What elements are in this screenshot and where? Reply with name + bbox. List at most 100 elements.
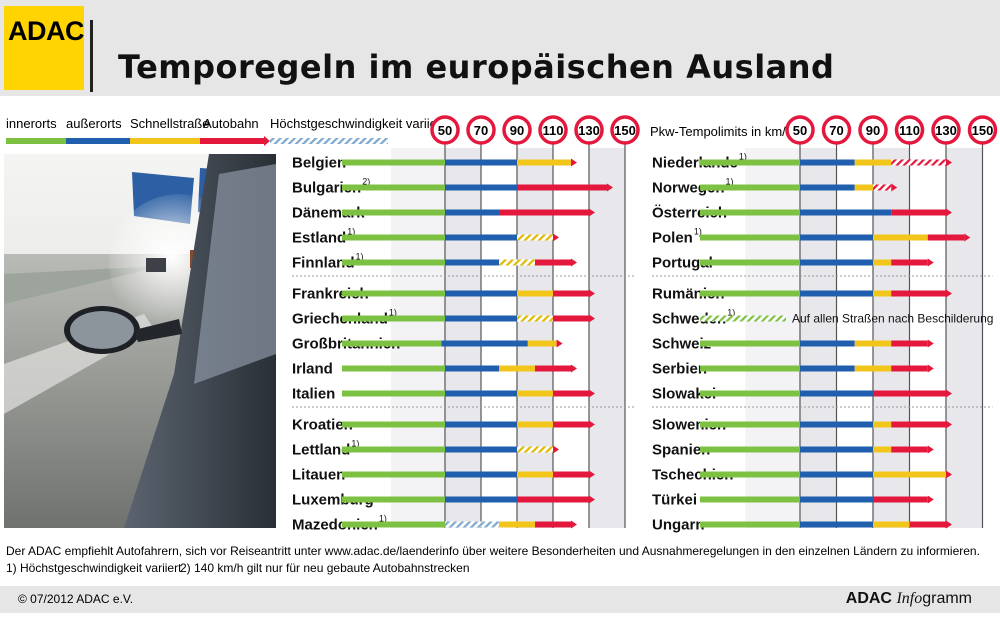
bar-arrow — [607, 183, 613, 192]
bar-arrow — [927, 445, 934, 454]
bar-segment — [445, 184, 517, 191]
bar-segment — [445, 315, 517, 322]
bar-segment — [342, 340, 442, 347]
speed-sign-50 — [430, 115, 460, 145]
bar-segment — [700, 259, 800, 266]
bar-segment — [700, 234, 800, 241]
bar-segment — [342, 209, 445, 216]
bar-segment — [700, 446, 800, 453]
bar-segment — [800, 259, 873, 266]
country-footnote-marker: 1) — [347, 227, 355, 237]
bar-segment — [854, 159, 892, 166]
bar-segment — [445, 290, 517, 297]
bar-arrow — [946, 208, 952, 217]
bar-segment — [342, 446, 445, 453]
bar-segment — [445, 234, 517, 241]
legend-arrow — [264, 136, 270, 146]
bar-segment — [499, 365, 535, 372]
bar-arrow — [927, 339, 934, 348]
bar-segment — [800, 340, 855, 347]
adac-logo: ADAC — [4, 6, 85, 90]
bar-segment — [891, 421, 946, 428]
bar-segment — [891, 209, 946, 216]
country-label: Dänemark — [292, 205, 365, 222]
bar-segment — [854, 340, 892, 347]
bar-arrow — [589, 314, 595, 323]
country-label: Österreich — [652, 205, 727, 222]
country-label: Italien — [292, 386, 335, 403]
bar-segment — [800, 234, 873, 241]
speed-sign-150 — [967, 115, 998, 145]
legend-autobahn: Autobahn — [203, 116, 259, 131]
country-label: Portugal — [652, 255, 713, 272]
bar-segment — [342, 365, 445, 372]
bar-segment — [700, 471, 800, 478]
country-label: Irland — [292, 361, 333, 378]
bar-segment — [553, 315, 589, 322]
bar-segment — [891, 340, 928, 347]
bar-segment — [700, 340, 800, 347]
car-photo — [4, 154, 276, 528]
bar-segment — [553, 421, 589, 428]
country-label: Serbien — [652, 361, 707, 378]
bar-segment — [517, 496, 589, 503]
country-footnote-marker: 1) — [694, 227, 702, 237]
bar-arrow — [571, 364, 577, 373]
speed-limit-chart: 50 70 90 110 130 150 Belgien Bulgarien 2) Dänemar… — [6, 115, 998, 534]
bar-segment — [873, 421, 892, 428]
footer-band — [0, 586, 1000, 613]
bar-segment — [700, 365, 800, 372]
bar-segment — [800, 471, 873, 478]
bar-segment — [517, 446, 553, 453]
country-label: Niederlande — [652, 155, 738, 172]
bar-segment — [445, 496, 517, 503]
bar-segment — [342, 521, 445, 528]
bar-arrow — [589, 420, 595, 429]
country-label: Luxemburg — [292, 492, 374, 509]
bar-segment — [342, 234, 445, 241]
brand-gramm: gramm — [922, 590, 972, 607]
legend-swatch-1 — [66, 138, 130, 144]
bar-segment — [873, 496, 928, 503]
bar-segment — [342, 421, 445, 428]
bar-segment — [800, 521, 873, 528]
country-footnote-marker: 1) — [726, 177, 734, 187]
bar-segment — [700, 421, 800, 428]
country-label: Kroatien — [292, 417, 353, 434]
bar-segment — [499, 259, 535, 266]
bar-arrow — [927, 495, 934, 504]
bar-segment — [800, 365, 855, 372]
bar-segment — [342, 315, 445, 322]
chart-panel-0: 50 70 90 110 130 150 Belgien Bulgarien 2) Dänemar… — [292, 115, 640, 534]
bar-segment — [535, 259, 571, 266]
legend-innerorts: innerorts — [6, 116, 57, 131]
country-label: Bulgarien — [292, 180, 361, 197]
bar-segment — [800, 184, 855, 191]
bar-segment — [891, 259, 928, 266]
legend-variiert: Höchstgeschwindigkeit variiert — [270, 116, 445, 131]
bar-arrow — [589, 389, 595, 398]
bar-arrow — [571, 520, 577, 529]
bar-segment — [873, 471, 946, 478]
country-label: Norwegen — [652, 180, 725, 197]
bar-segment — [800, 390, 873, 397]
country-label: Griechenland — [292, 311, 388, 328]
title-divider — [90, 20, 93, 92]
adac-infogramm-brand: ADAC Infogramm — [846, 590, 972, 608]
speed-sign-90 — [502, 115, 532, 145]
bar-arrow — [556, 339, 563, 348]
country-label: Rumänien — [652, 286, 725, 303]
speed-sign-50 — [785, 115, 815, 145]
speed-sign-label-110: 110 — [543, 123, 564, 138]
bar-arrow — [946, 158, 952, 167]
bar-segment — [517, 184, 607, 191]
country-footnote-marker: 1) — [739, 152, 747, 162]
bar-segment — [800, 209, 892, 216]
bar-segment — [441, 340, 528, 347]
country-footnote-marker: 1) — [379, 514, 387, 524]
bar-segment — [445, 471, 517, 478]
country-footnote-marker: 1) — [356, 252, 364, 262]
legend-swatch-2 — [130, 138, 200, 144]
bar-segment — [553, 290, 589, 297]
